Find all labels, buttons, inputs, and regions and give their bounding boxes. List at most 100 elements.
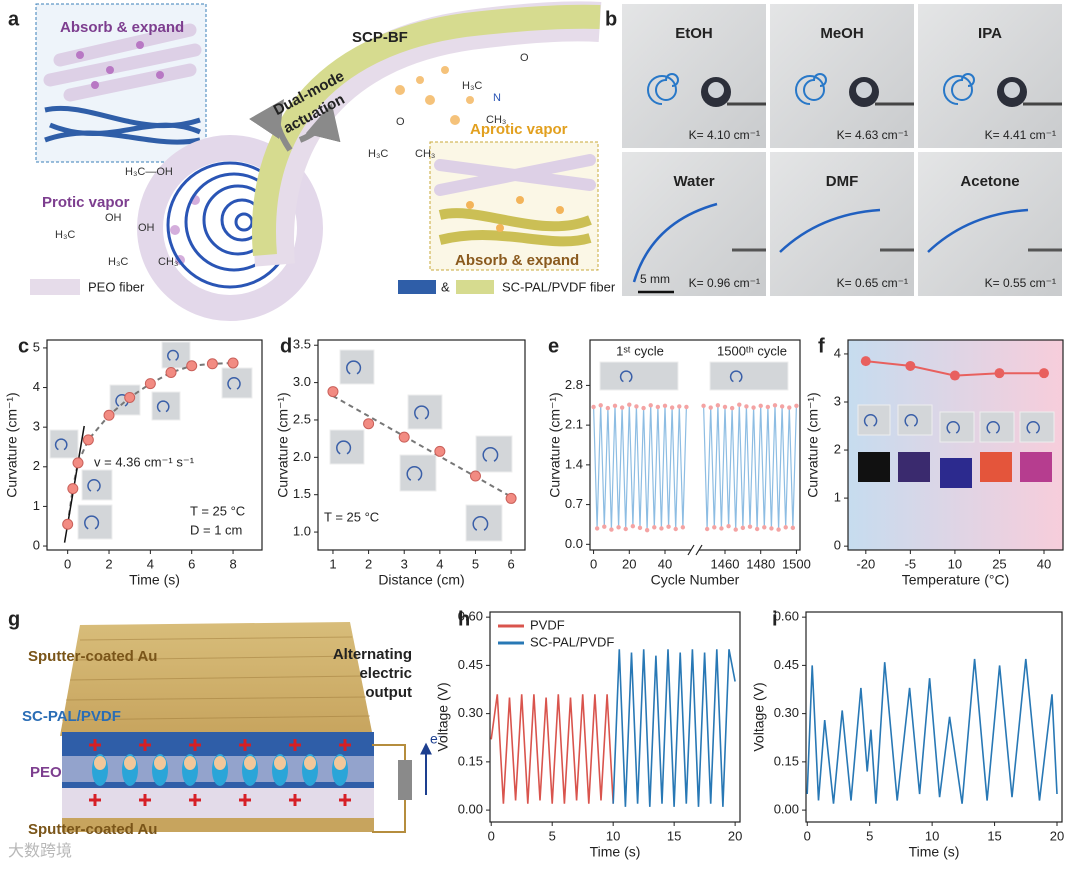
cycle-point	[783, 525, 788, 530]
cycle-point	[637, 525, 643, 531]
molecule-label: OH	[138, 222, 155, 234]
legend-swatch	[456, 280, 494, 294]
data-point	[505, 492, 517, 504]
curvature-label: K= 0.55 cm⁻¹	[985, 276, 1056, 290]
data-point	[103, 409, 115, 421]
x-tick-label: 15	[987, 828, 1001, 843]
cycle-point	[677, 404, 682, 409]
x-axis-label: Temperature (°C)	[902, 572, 1010, 588]
x-tick-label: 3	[401, 556, 408, 571]
cycle-point	[662, 403, 668, 409]
cycle-point	[655, 404, 661, 410]
y-tick-label: 1.4	[565, 456, 583, 471]
data-point	[67, 483, 79, 495]
cycle-point	[609, 527, 614, 532]
x-tick-label: 0	[804, 828, 811, 843]
data-point	[398, 431, 410, 443]
x-tick-label: 20	[728, 828, 742, 843]
cycle-point	[794, 403, 799, 409]
cycle-point	[680, 525, 686, 530]
x-tick-label: 40	[658, 556, 672, 571]
molecule-label: N	[493, 92, 501, 104]
layer-label: PEO	[30, 764, 62, 781]
solvent-label: Water	[673, 173, 714, 190]
aprotic-dots	[466, 196, 564, 232]
y-tick-label: 0.30	[774, 705, 799, 720]
curvature-label: K= 4.63 cm⁻¹	[837, 128, 908, 142]
x-tick-label: 1500	[782, 556, 811, 571]
molecule-label: H₃C	[368, 148, 388, 160]
cycle-point	[769, 526, 774, 531]
plus-sign	[89, 794, 101, 806]
inset-film	[54, 438, 68, 451]
panel-label: c	[18, 335, 29, 357]
data-point	[72, 457, 84, 469]
curvature-label: K= 4.41 cm⁻¹	[985, 128, 1056, 142]
annotation: output	[365, 684, 412, 701]
film-roll	[856, 82, 872, 98]
cycle-point	[652, 525, 657, 530]
dipole-top	[304, 756, 316, 770]
cycle-point	[684, 404, 689, 410]
molecule-label: H₃C	[55, 229, 75, 241]
cycle-point	[722, 404, 728, 410]
legend-label: SC-PAL/PVDF	[530, 634, 614, 649]
data-point	[905, 360, 916, 371]
curled-film	[795, 73, 827, 105]
panel-label: b	[605, 8, 617, 30]
x-tick-label: 6	[188, 556, 195, 571]
inset-film	[904, 414, 918, 427]
y-axis-label: Curvature (cm⁻¹)	[4, 392, 20, 497]
plus-sign	[139, 794, 151, 806]
y-tick-label: 2	[33, 458, 40, 473]
legend-label: &	[441, 279, 450, 294]
annotation: SCP-BF	[352, 29, 408, 46]
dipole-top	[274, 756, 286, 770]
data-point	[186, 360, 198, 372]
inset-film	[414, 405, 430, 420]
panel-g: g Sputter-coated Au SC-PAL/PVDF PEO Sput…	[8, 608, 445, 838]
curvature-label: K= 0.65 cm⁻¹	[837, 276, 908, 290]
data-point	[434, 445, 446, 457]
cycle-point	[644, 527, 650, 533]
cycle-point	[758, 403, 763, 409]
photo-tile	[770, 152, 914, 296]
annotation: 1ˢᵗ cycle	[616, 343, 664, 358]
plus-sign	[339, 794, 351, 806]
inset-photo	[151, 391, 181, 421]
annotation: 1500ᵗʰ cycle	[717, 343, 787, 358]
annotation: e⁻	[430, 731, 445, 747]
inset-film	[227, 377, 241, 390]
x-tick-label: 1480	[746, 556, 775, 571]
cycle-point	[627, 402, 632, 407]
cycle-line	[593, 404, 687, 531]
cycle-point	[666, 524, 671, 529]
gold-texture	[61, 636, 371, 721]
data-point	[363, 418, 375, 430]
inset-photo	[599, 361, 679, 391]
annotation: electric	[359, 665, 412, 682]
inset-film	[84, 515, 100, 530]
legend-label: PEO fiber	[88, 279, 145, 294]
x-tick-label: 15	[667, 828, 681, 843]
scale-label: 5 mm	[640, 272, 670, 286]
inset-photo	[979, 411, 1015, 443]
fit-line	[332, 395, 512, 498]
x-axis-label: Time (s)	[129, 572, 180, 588]
y-tick-label: 5	[33, 339, 40, 354]
inset-photo	[857, 404, 891, 436]
solvent-label: MeOH	[820, 25, 863, 42]
y-tick-label: 2.5	[293, 411, 311, 426]
cycle-point	[737, 402, 742, 407]
data-line	[490, 694, 614, 804]
annotation: Absorb & expand	[455, 252, 579, 269]
film-roll	[708, 82, 724, 98]
cycle-point	[704, 526, 710, 532]
panel-label: d	[280, 335, 292, 357]
y-axis-label: Voltage (V)	[751, 682, 767, 751]
data-point	[860, 356, 871, 367]
cycle-point	[751, 405, 756, 410]
cycle-point	[754, 526, 760, 532]
